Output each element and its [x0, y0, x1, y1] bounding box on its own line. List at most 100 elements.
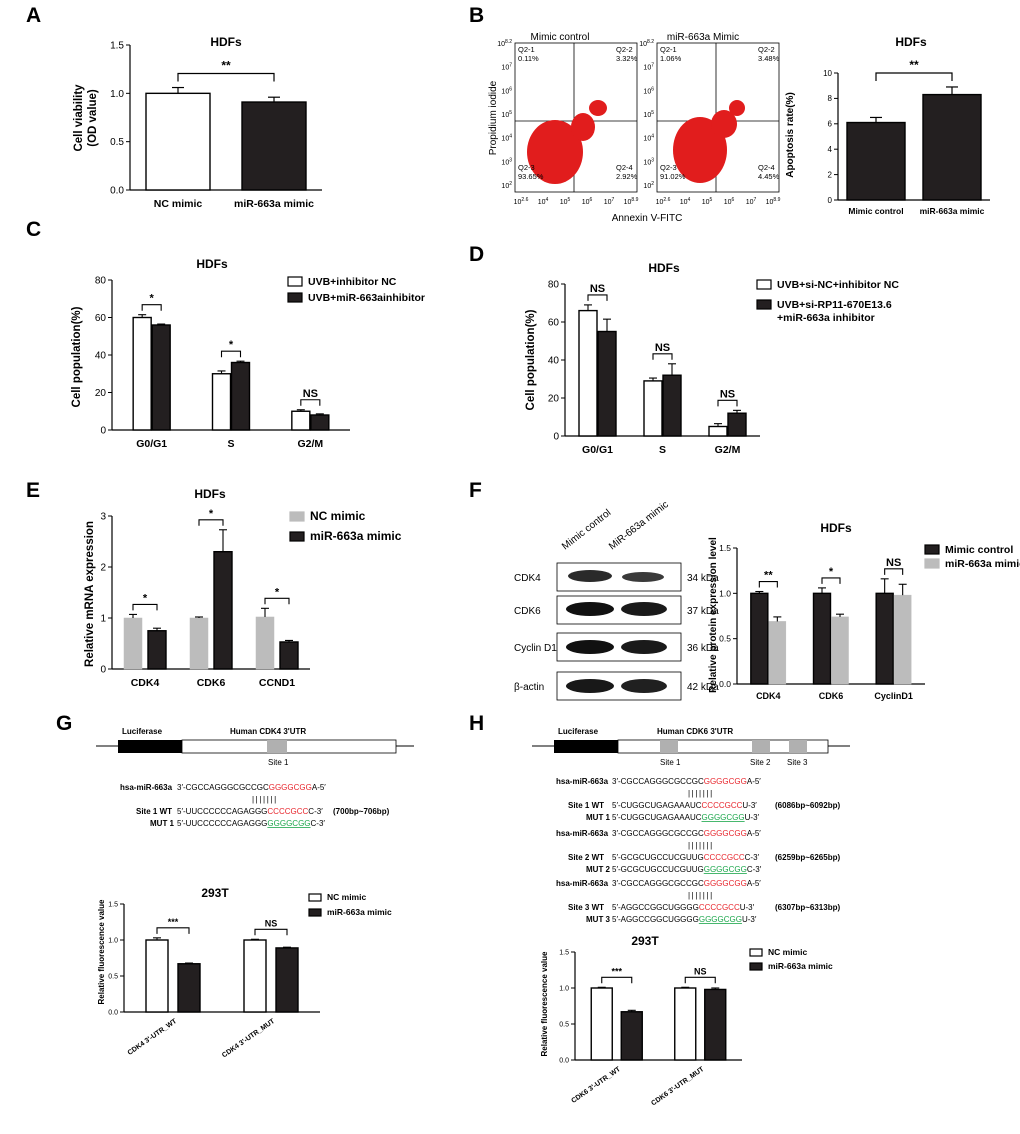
y-tick-label: 1.5	[110, 41, 124, 52]
flow-cloud-4	[673, 117, 727, 183]
y-tick-label: 6	[828, 120, 833, 129]
legend-swatch	[289, 511, 305, 522]
flow-x-tick-base: 10	[746, 199, 754, 206]
h-site2-label: Site 2	[750, 758, 771, 767]
chart-d-title: HDFs	[648, 261, 680, 275]
h-wt-site: CCCCGCC	[699, 903, 740, 912]
h-mir-post: A-5′	[747, 777, 761, 786]
legend-label: miR-663a mimic	[310, 529, 402, 543]
legend-label: miR-663a mimic	[945, 558, 1020, 570]
g-sequence-block: hsa-miR-663a 3′-CGCCAGGGCGCCGCGGGGCGGA-5…	[120, 783, 390, 828]
blot-row-cyclind1: Cyclin D1	[514, 643, 557, 654]
chart-f-ylabel: Relative protein expression level	[708, 537, 719, 693]
bar	[831, 616, 849, 685]
h-wt-site: CCCCGCC	[702, 801, 743, 810]
bar	[132, 316, 152, 431]
bar	[662, 374, 682, 437]
bar	[578, 309, 598, 437]
significance-bracket	[684, 976, 716, 984]
legend-label: +miR-663a inhibitor	[777, 312, 875, 324]
y-tick-label: 0	[100, 426, 106, 437]
h-wt-seq: 5′-CUGGCUGAGAAAUCCCCCGCCU-3′	[612, 801, 757, 810]
flow-x-tick-base: 10	[604, 199, 612, 206]
category-label: CDK6	[197, 677, 226, 689]
category-label: CDK4	[131, 677, 160, 689]
bar	[279, 641, 299, 670]
y-tick-label: 0	[100, 665, 106, 676]
significance-label: NS	[886, 557, 901, 569]
h-mut-pre: 5′-AGGCCGGCUGGGG	[612, 915, 699, 924]
flow-x-tick: 106	[724, 197, 735, 206]
h-site3-label: Site 3	[787, 758, 808, 767]
flow-x-tick: 104	[680, 197, 691, 206]
h-wt-label: Site 3 WT	[568, 903, 604, 912]
flow-y-tick-exp: 6	[509, 86, 512, 92]
flow-x-tick-base: 10	[624, 199, 632, 206]
g-mir-post: A-5′	[312, 783, 326, 792]
category-label: G0/G1	[582, 444, 613, 456]
flow-x-tick-exp: 7	[754, 197, 757, 203]
g-wt-post: C-3′	[308, 807, 323, 816]
significance-label: **	[221, 59, 231, 73]
flow-quadrant-label: 3.48%	[758, 54, 780, 63]
legend-swatch	[756, 279, 772, 290]
flow-y-tick-exp: 5	[509, 110, 512, 116]
chart-b-ylabel: Apoptosis rate(%)	[785, 92, 796, 178]
y-tick-label: 80	[548, 280, 560, 291]
band-actin-2	[621, 679, 667, 693]
flow-quadrant-label: Q2-2	[616, 45, 633, 54]
category-label: CDK4 3'-UTR_WT	[127, 1017, 179, 1056]
flow-plot-mimic-control	[514, 42, 638, 193]
flow-plot-2-title: miR-663a Mimic	[667, 32, 739, 43]
y-tick-label: 80	[95, 276, 107, 287]
bar	[674, 987, 697, 1061]
g-mir-pre: 3′-CGCCAGGGCGCCGC	[177, 783, 269, 792]
legend-label: UVB+inhibitor NC	[308, 276, 397, 288]
flow-cloud-3	[589, 100, 607, 116]
flow-y-tick: 104	[643, 134, 654, 143]
significance-label: *	[143, 592, 148, 604]
bar	[151, 324, 171, 431]
cdk6-site-3-box	[789, 740, 807, 753]
blot-row-cdk4: CDK4	[514, 573, 541, 584]
chart-h-title: 293T	[631, 934, 659, 948]
significance-label: **	[764, 570, 773, 582]
y-tick-label: 1.0	[108, 937, 118, 944]
flow-x-tick-base: 10	[680, 199, 688, 206]
bar	[704, 988, 727, 1061]
significance-bracket	[141, 304, 162, 311]
h-pairs: |||||||	[688, 789, 714, 798]
g-site-label: Site 1	[268, 758, 289, 767]
h-mut-pre: 5′-GCGCUGCCUCGUUG	[612, 865, 704, 874]
h-mir-pre: 3′-CGCCAGGGCGCCGC	[612, 829, 704, 838]
g-mir-seed: GGGGCGG	[269, 783, 312, 792]
flow-quadrant-label: 93.65%	[518, 172, 544, 181]
category-label: G0/G1	[136, 438, 167, 450]
h-mir-seq: 3′-CGCCAGGGCGCCGCGGGGCGGA-5′	[612, 829, 761, 838]
g-mir-seq: 3′-CGCCAGGGCGCCGCGGGGCGGA-5′	[177, 783, 326, 792]
panel-letter-c: C	[26, 218, 41, 241]
flow-ylabel: Propidium iodide	[488, 80, 499, 155]
y-tick-label: 0.0	[719, 679, 731, 689]
flow-cloud-2	[571, 113, 595, 141]
h-mut-label: MUT 1	[586, 813, 611, 822]
flow-x-tick: 102.6	[656, 197, 671, 206]
y-tick-label: 1	[100, 614, 106, 625]
legend-label: UVB+miR-663ainhibitor	[308, 292, 425, 304]
flow-y-tick-base: 10	[501, 65, 509, 72]
h-range: (6086bp~6092bp)	[775, 801, 840, 810]
legend-label: miR-663a mimic	[768, 961, 833, 971]
bar	[147, 630, 167, 670]
y-tick-label: 1.0	[559, 985, 569, 992]
significance-bracket	[875, 72, 953, 81]
flow-x-tick-base: 10	[702, 199, 710, 206]
band-cdk6-2	[621, 602, 667, 616]
flow-quadrant-labels: Q2-10.11%Q2-23.32%Q2-393.65%Q2-42.92%Q2-…	[518, 45, 780, 181]
significance-bracket	[198, 519, 224, 526]
flow-y-tick-exp: 7	[509, 63, 512, 69]
flow-y-tick: 107	[501, 63, 512, 72]
g-wt-pre: 5′-UUCCCCCCAGAGGG	[177, 807, 267, 816]
flow-y-tick-base: 10	[643, 159, 651, 166]
y-tick-label: 2	[828, 170, 833, 179]
chart-d: 0 20 40 60 80 G0/G1 NS S NS G2/M NS UVB+si-NC+inhib…	[548, 279, 899, 456]
